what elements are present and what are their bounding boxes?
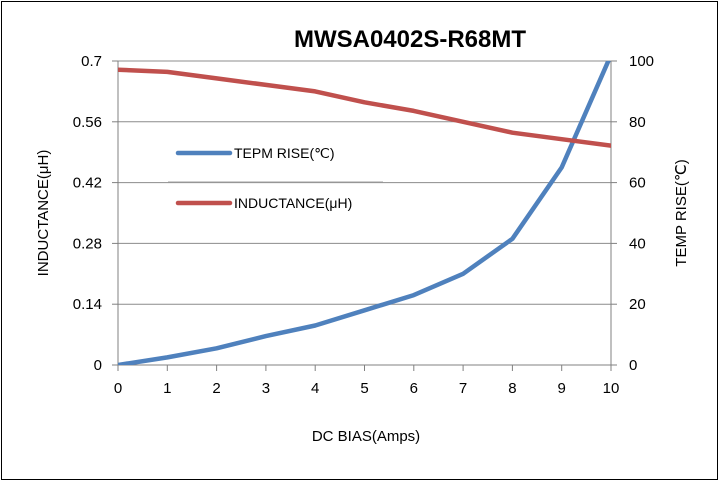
legend-label: TEPM RISE(℃) (234, 145, 335, 161)
x-tick-label: 8 (508, 380, 516, 397)
y-left-tick-label: 0.14 (73, 296, 102, 313)
x-tick-label: 1 (163, 380, 171, 397)
y-right-tick-label: 80 (629, 114, 646, 131)
y-right-tick-label: 20 (629, 296, 646, 313)
x-tick-label: 3 (262, 380, 270, 397)
y-axis-right-title: TEMP RISE(℃) (673, 159, 690, 266)
x-axis-title: DC BIAS(Amps) (312, 428, 420, 445)
x-tick-label: 5 (360, 380, 368, 397)
x-tick-label: 0 (114, 380, 122, 397)
x-tick-label: 2 (212, 380, 220, 397)
y-left-tick-label: 0.42 (73, 175, 102, 192)
legend: TEPM RISE(℃) INDUCTANCE(μH) (168, 145, 383, 211)
y-right-tick-label: 100 (629, 53, 654, 70)
x-tick-label: 7 (459, 380, 467, 397)
y-right-tick-label: 0 (629, 357, 637, 374)
series-lines (118, 61, 611, 365)
x-tick-label: 6 (410, 380, 418, 397)
y-axis-left-title: INDUCTANCE(μH) (35, 150, 52, 277)
y-right-tick-label: 40 (629, 235, 646, 252)
y-left-tick-label: 0.56 (73, 114, 102, 131)
y-right-tick-label: 60 (629, 175, 646, 192)
y-left-tick-label: 0.7 (81, 53, 102, 70)
legend-label: INDUCTANCE(μH) (234, 195, 352, 211)
y-left-tick-label: 0.28 (73, 235, 102, 252)
x-tick-label: 10 (603, 380, 620, 397)
inductance-line (118, 67, 611, 148)
chart-title: MWSA0402S-R68MT (294, 26, 526, 53)
axes (112, 60, 617, 371)
temp-rise-line (118, 61, 611, 365)
x-tick-label: 4 (311, 380, 319, 397)
x-tick-label: 9 (558, 380, 566, 397)
grid (118, 60, 611, 366)
y-left-tick-label: 0 (94, 357, 102, 374)
